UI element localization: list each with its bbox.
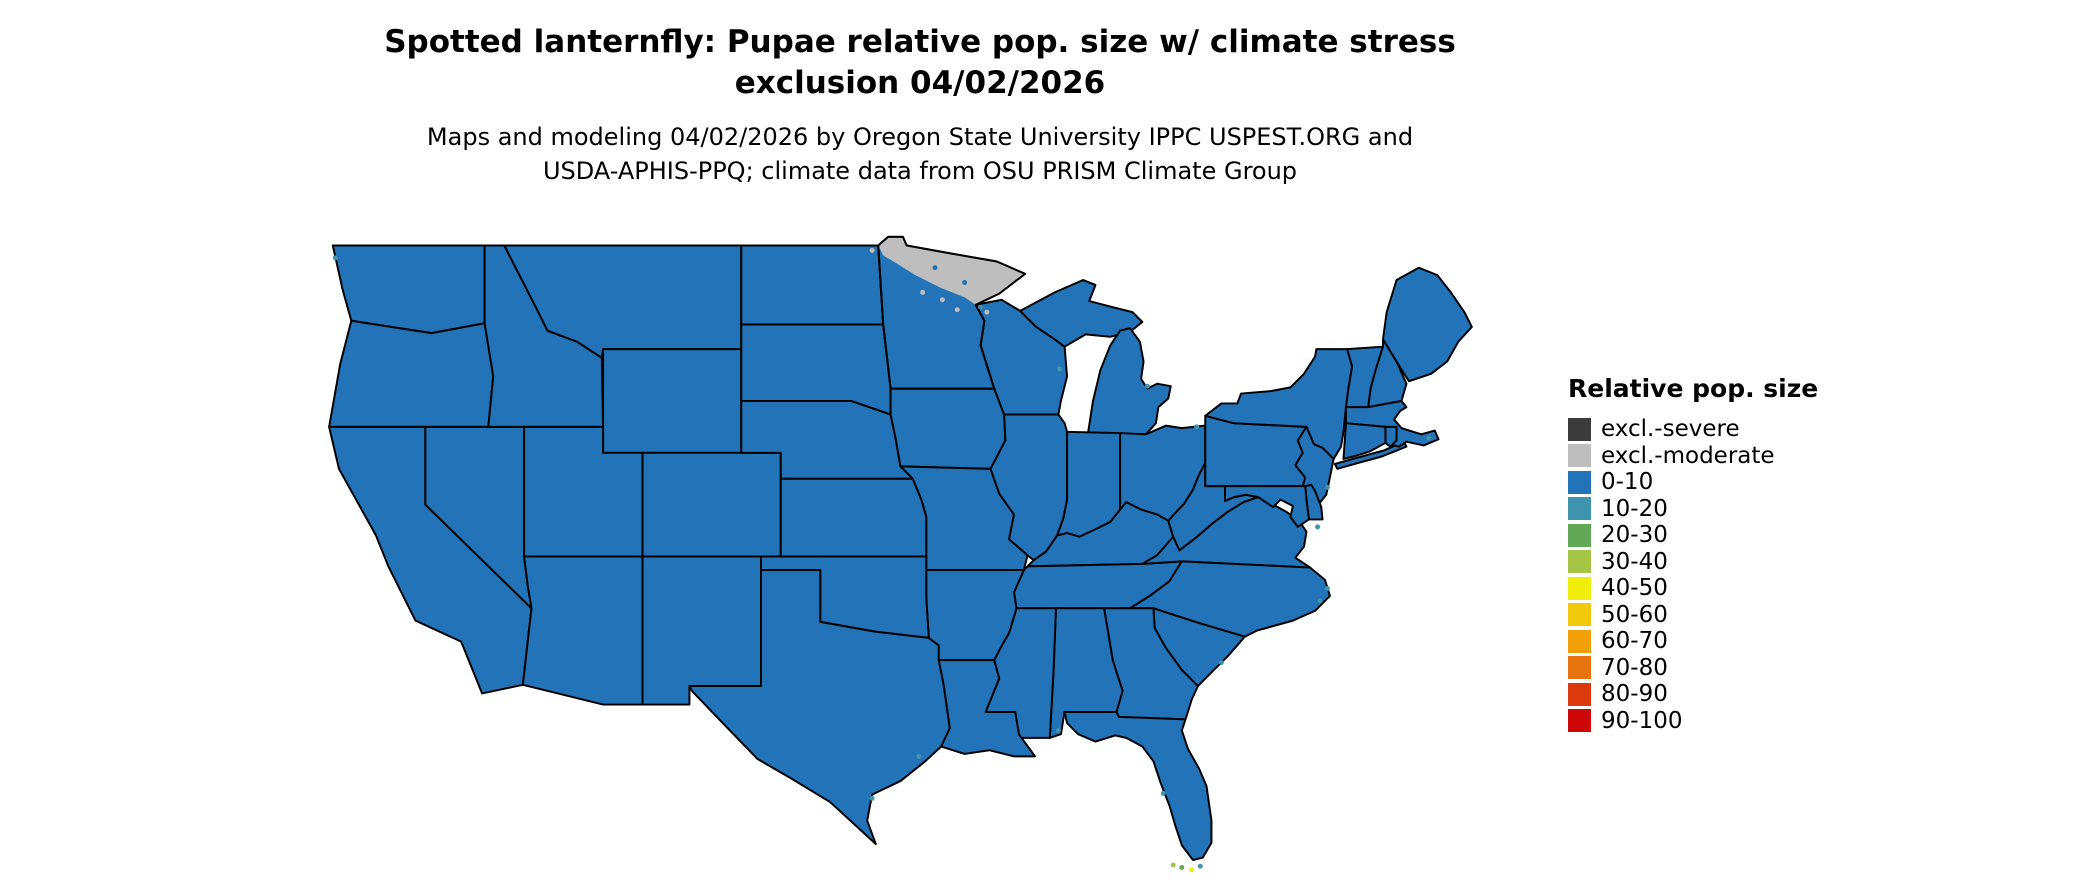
map-speck	[1324, 484, 1330, 490]
state-kansas	[779, 477, 928, 558]
state-minnesota-border-overlay	[877, 235, 1027, 390]
legend-row: 20-30	[1568, 522, 1818, 549]
state-wyoming	[602, 348, 743, 454]
legend-title: Relative pop. size	[1568, 374, 1819, 403]
title-line-2: exclusion 04/02/2026	[734, 65, 1106, 101]
legend-label: 10-20	[1601, 495, 1668, 522]
legend-color-swatch	[1568, 682, 1591, 706]
legend-row: 90-100	[1568, 708, 1818, 735]
legend-color-swatch	[1568, 470, 1591, 494]
legend-label: excl.-moderate	[1601, 442, 1775, 469]
legend-label: 20-30	[1601, 522, 1668, 549]
map-speck	[1144, 383, 1150, 389]
legend-row: 60-70	[1568, 628, 1818, 655]
state-louisiana	[937, 659, 1036, 758]
legend-row: excl.-moderate	[1568, 443, 1818, 470]
legend-color-swatch	[1568, 656, 1591, 680]
legend-color-swatch	[1568, 444, 1591, 468]
map-speck	[1170, 862, 1176, 868]
exclusion-region-northern-minnesota	[878, 236, 1026, 305]
state-maine	[1381, 266, 1473, 383]
map-speck	[1315, 524, 1321, 530]
legend-label: 70-80	[1601, 654, 1668, 681]
state-new-mexico	[641, 555, 763, 706]
map-speck	[869, 247, 875, 253]
map-speck	[932, 265, 938, 271]
state-oregon	[328, 319, 495, 428]
subtitle-line-1: Maps and modeling 04/02/2026 by Oregon S…	[426, 123, 1414, 151]
map-speck	[978, 304, 984, 310]
state-michigan-upper-peninsula	[1019, 279, 1144, 348]
map-speck	[984, 309, 990, 315]
map-speck	[1055, 728, 1061, 733]
map-speck	[916, 753, 922, 759]
map-speck	[1324, 586, 1330, 592]
map-speck	[1057, 366, 1063, 372]
legend-row: 50-60	[1568, 602, 1818, 629]
map-speck	[1197, 863, 1203, 869]
map-speck	[1218, 660, 1224, 666]
legend-label: excl.-severe	[1601, 416, 1740, 443]
title-line-1: Spotted lanternfly: Pupae relative pop. …	[384, 24, 1456, 60]
legend-label: 0-10	[1601, 469, 1654, 496]
legend-color-swatch	[1568, 709, 1591, 733]
legend-row: 0-10	[1568, 469, 1818, 496]
legend-items: excl.-severe excl.-moderate 0-10 10-20 2…	[1568, 416, 1818, 734]
page-title: Spotted lanternfly: Pupae relative pop. …	[0, 22, 1840, 104]
state-new-york-long-island	[1333, 440, 1408, 470]
map-speck	[1194, 424, 1200, 430]
legend-row: 40-50	[1568, 575, 1818, 602]
state-texas	[688, 569, 951, 845]
state-north-dakota	[740, 244, 885, 326]
legend-color-swatch	[1568, 603, 1591, 627]
legend-label: 40-50	[1601, 575, 1668, 602]
state-arizona	[521, 555, 644, 706]
state-north-carolina	[1129, 560, 1331, 638]
legend-label: 90-100	[1601, 707, 1683, 734]
legend-label: 30-40	[1601, 548, 1668, 575]
map-speck	[1179, 864, 1185, 870]
legend-row: 30-40	[1568, 549, 1818, 576]
map-speck	[962, 280, 968, 285]
legend-color-swatch	[1568, 550, 1591, 574]
map-specks	[332, 247, 1432, 873]
map-speck	[920, 289, 926, 295]
map-speck	[1317, 598, 1323, 604]
state-florida	[1063, 710, 1213, 862]
legend-color-swatch	[1568, 523, 1591, 547]
legend-row: 80-90	[1568, 681, 1818, 708]
map-speck	[1160, 790, 1166, 796]
title-block: Spotted lanternfly: Pupae relative pop. …	[0, 22, 1840, 188]
legend-color-swatch	[1568, 576, 1591, 600]
state-colorado	[641, 451, 782, 558]
map-speck	[939, 297, 945, 303]
subtitle-line-2: USDA-APHIS-PPQ; climate data from OSU PR…	[542, 157, 1298, 185]
legend-row: 10-20	[1568, 496, 1818, 523]
state-michigan	[1087, 327, 1172, 436]
us-map	[328, 235, 1473, 873]
legend-label: 50-60	[1601, 601, 1668, 628]
legend-row: excl.-severe	[1568, 416, 1818, 443]
map-speck	[954, 307, 960, 313]
map-speck	[1426, 435, 1432, 441]
page-subtitle: Maps and modeling 04/02/2026 by Oregon S…	[0, 120, 1840, 188]
legend-color-swatch	[1568, 497, 1591, 521]
map-speck	[869, 795, 875, 801]
map-speck	[1189, 867, 1195, 873]
state-arkansas	[925, 569, 1025, 662]
legend: Relative pop. size excl.-severe excl.-mo…	[1568, 374, 1818, 734]
state-iowa	[889, 387, 1007, 470]
legend-label: 60-70	[1601, 628, 1668, 655]
legend-label: 80-90	[1601, 681, 1668, 708]
legend-row: 70-80	[1568, 655, 1818, 682]
map-speck	[332, 255, 338, 261]
legend-color-swatch	[1568, 629, 1591, 653]
legend-color-swatch	[1568, 417, 1591, 441]
states-group	[328, 235, 1473, 862]
state-washington	[331, 244, 486, 335]
state-connecticut	[1342, 422, 1387, 460]
state-maryland	[1224, 485, 1310, 528]
